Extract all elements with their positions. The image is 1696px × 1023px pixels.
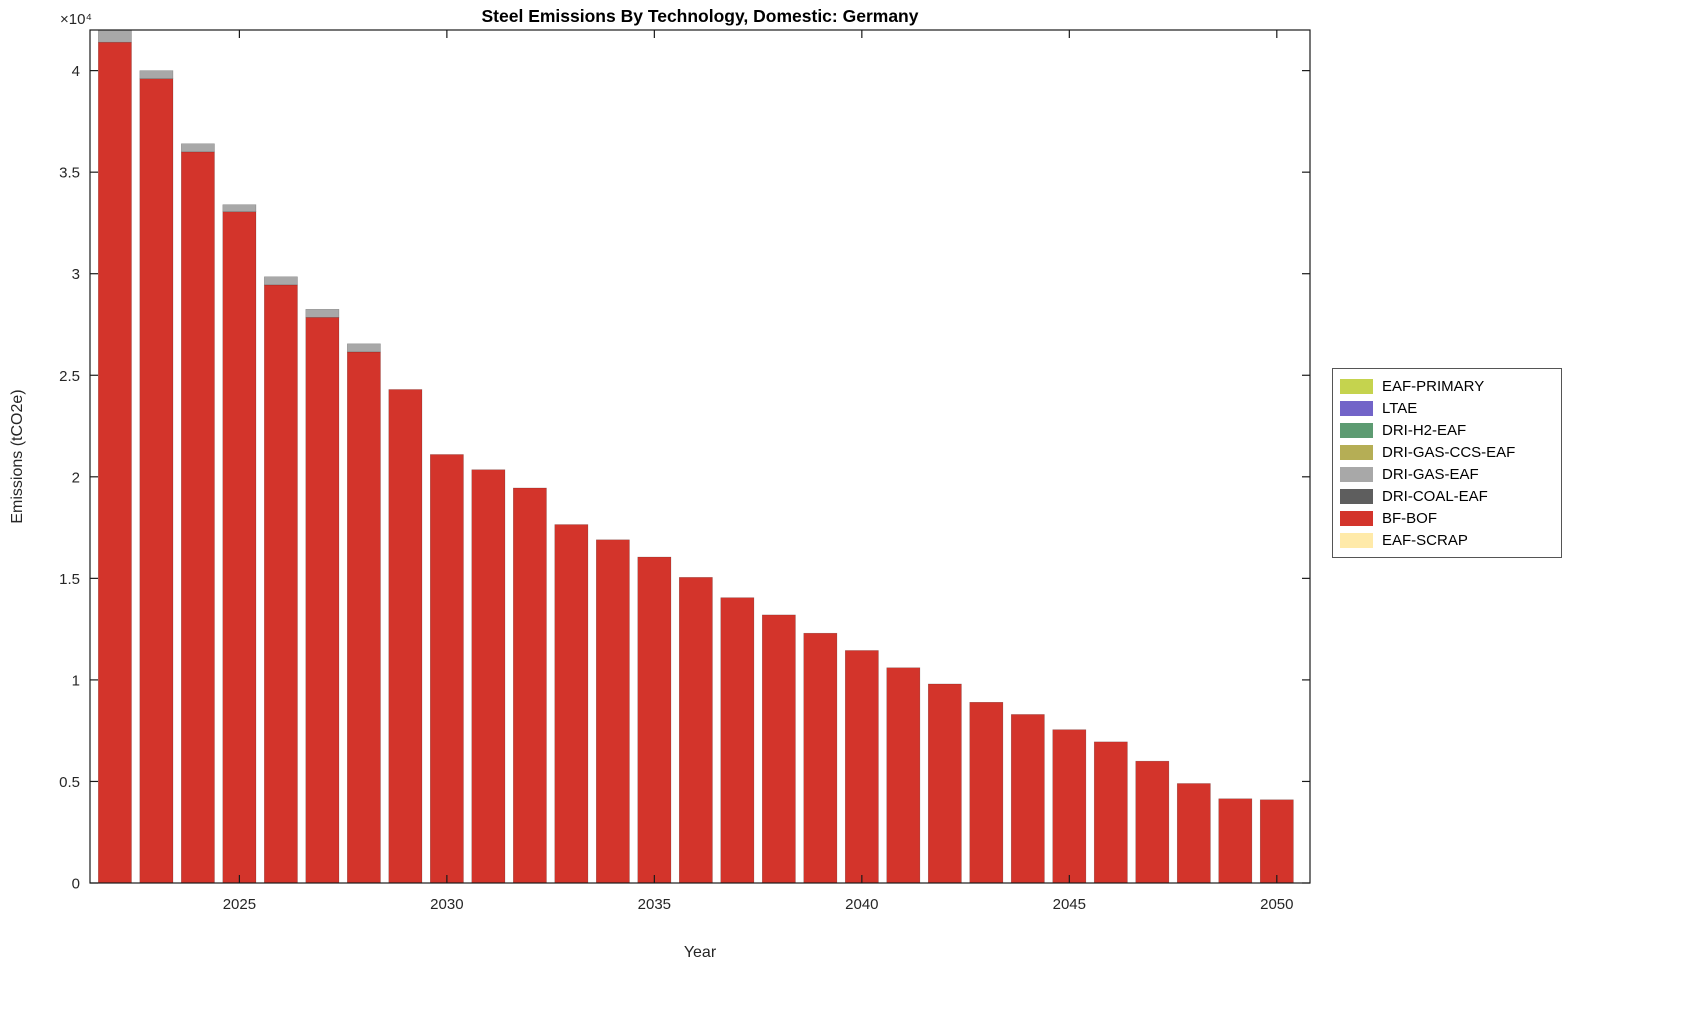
x-tick-label: 2040	[845, 896, 878, 913]
bar-segment-bf-bof-2043	[969, 702, 1004, 884]
legend-label: EAF-PRIMARY	[1382, 377, 1485, 395]
legend-swatch-eaf-primary	[1340, 378, 1373, 394]
y-tick-label: 0.5	[59, 774, 80, 791]
bar-segment-bf-bof-2029	[388, 389, 423, 884]
bar-segment-bf-bof-2035	[637, 556, 672, 884]
bar-segment-bf-bof-2041	[886, 667, 921, 884]
x-tick-label: 2025	[223, 896, 256, 913]
legend-swatch-eaf-scrap	[1340, 532, 1373, 548]
bar-segment-bf-bof-2045	[1052, 729, 1087, 884]
legend-label: EAF-SCRAP	[1382, 531, 1468, 549]
legend-label: DRI-GAS-CCS-EAF	[1382, 443, 1516, 461]
bar-segment-bf-bof-2040	[844, 650, 879, 884]
bar-segment-bf-bof-2023	[139, 78, 174, 884]
bar-segment-bf-bof-2037	[720, 597, 755, 884]
bar-segment-bf-bof-2042	[927, 683, 962, 884]
x-tick-label: 2050	[1260, 896, 1293, 913]
y-tick-label: 3.5	[59, 165, 80, 182]
legend-item-dri-h2-eaf: DRI-H2-EAF	[1340, 419, 1554, 441]
y-tick-label: 3	[72, 266, 80, 283]
y-tick-label: 1	[72, 672, 80, 689]
bar-segment-bf-bof-2034	[596, 539, 630, 884]
bar-segment-dri-gas-eaf-2025	[222, 204, 257, 213]
bar-segment-bf-bof-2033	[554, 524, 589, 884]
y-tick-label: 2.5	[59, 368, 80, 385]
bar-segment-bf-bof-2030	[430, 454, 464, 884]
legend-label: DRI-GAS-EAF	[1382, 465, 1479, 483]
bar-segment-bf-bof-2046	[1093, 741, 1128, 884]
chart-title: Steel Emissions By Technology, Domestic:…	[482, 6, 919, 26]
legend-swatch-bf-bof	[1340, 510, 1373, 526]
legend-swatch-dri-coal-eaf	[1340, 488, 1373, 504]
legend-label: LTAE	[1382, 399, 1418, 417]
bar-segment-dri-gas-eaf-2026	[264, 276, 298, 286]
y-tick-label: 0	[72, 876, 80, 893]
legend-swatch-dri-gas-ccs-eaf	[1340, 444, 1373, 460]
legend-label: DRI-COAL-EAF	[1382, 487, 1488, 505]
bar-segment-bf-bof-2024	[181, 151, 215, 884]
bar-segment-bf-bof-2025	[222, 211, 257, 884]
legend-item-eaf-scrap: EAF-SCRAP	[1340, 529, 1554, 551]
plot-border	[89, 29, 1311, 884]
legend-label: DRI-H2-EAF	[1382, 421, 1467, 439]
x-tick-label: 2030	[430, 896, 463, 913]
bar-segment-bf-bof-2022	[98, 41, 132, 884]
legend-item-dri-gas-ccs-eaf: DRI-GAS-CCS-EAF	[1340, 441, 1554, 463]
bar-segment-bf-bof-2039	[803, 632, 838, 884]
bar-segment-dri-gas-eaf-2023	[139, 70, 174, 79]
legend-item-eaf-primary: EAF-PRIMARY	[1340, 375, 1554, 397]
y-axis-label: Emissions (tCO2e)	[9, 389, 26, 523]
x-axis-label: Year	[684, 944, 717, 961]
y-tick-label: 2	[72, 469, 80, 486]
bar-segment-dri-gas-eaf-2027	[305, 309, 340, 318]
bar-segment-bf-bof-2028	[347, 351, 381, 884]
bar-segment-bf-bof-2036	[679, 577, 713, 884]
bar-segment-bf-bof-2050	[1259, 799, 1294, 884]
legend-swatch-dri-h2-eaf	[1340, 422, 1373, 438]
legend-item-ltae: LTAE	[1340, 397, 1554, 419]
plot-area: 2025 2030 2035 2040 2045 2050 0 0.5 1 1.5 2 2.5 3 3.5…	[59, 29, 1311, 913]
legend-item-dri-coal-eaf: DRI-COAL-EAF	[1340, 485, 1554, 507]
legend-label: BF-BOF	[1382, 509, 1437, 527]
bar-segment-bf-bof-2048	[1176, 783, 1211, 884]
bar-segment-bf-bof-2038	[761, 614, 796, 884]
y-tick-label: 4	[72, 63, 80, 80]
bar-segment-bf-bof-2044	[1010, 714, 1045, 884]
bar-segment-bf-bof-2031	[471, 469, 506, 884]
legend-swatch-ltae	[1340, 400, 1373, 416]
bar-segment-bf-bof-2049	[1218, 798, 1253, 884]
legend-item-bf-bof: BF-BOF	[1340, 507, 1554, 529]
bar-segment-bf-bof-2027	[305, 317, 340, 884]
bar-segment-dri-gas-eaf-2024	[181, 143, 215, 153]
legend-swatch-dri-gas-eaf	[1340, 466, 1373, 482]
y-tick-label: 1.5	[59, 571, 80, 588]
bar-segment-bf-bof-2026	[264, 284, 298, 884]
bar-segment-bf-bof-2047	[1135, 760, 1170, 884]
bar-segment-dri-gas-eaf-2028	[347, 343, 381, 353]
legend-item-dri-gas-eaf: DRI-GAS-EAF	[1340, 463, 1554, 485]
x-tick-label: 2045	[1053, 896, 1086, 913]
x-tick-label: 2035	[638, 896, 671, 913]
bar-segment-bf-bof-2032	[513, 487, 547, 884]
bar-segment-dri-gas-eaf-2022	[98, 29, 132, 43]
legend: EAF-PRIMARY LTAE DRI-H2-EAF DRI-GAS-CCS-EAF…	[1332, 368, 1562, 558]
y-axis-multiplier: ×10⁴	[60, 11, 92, 28]
